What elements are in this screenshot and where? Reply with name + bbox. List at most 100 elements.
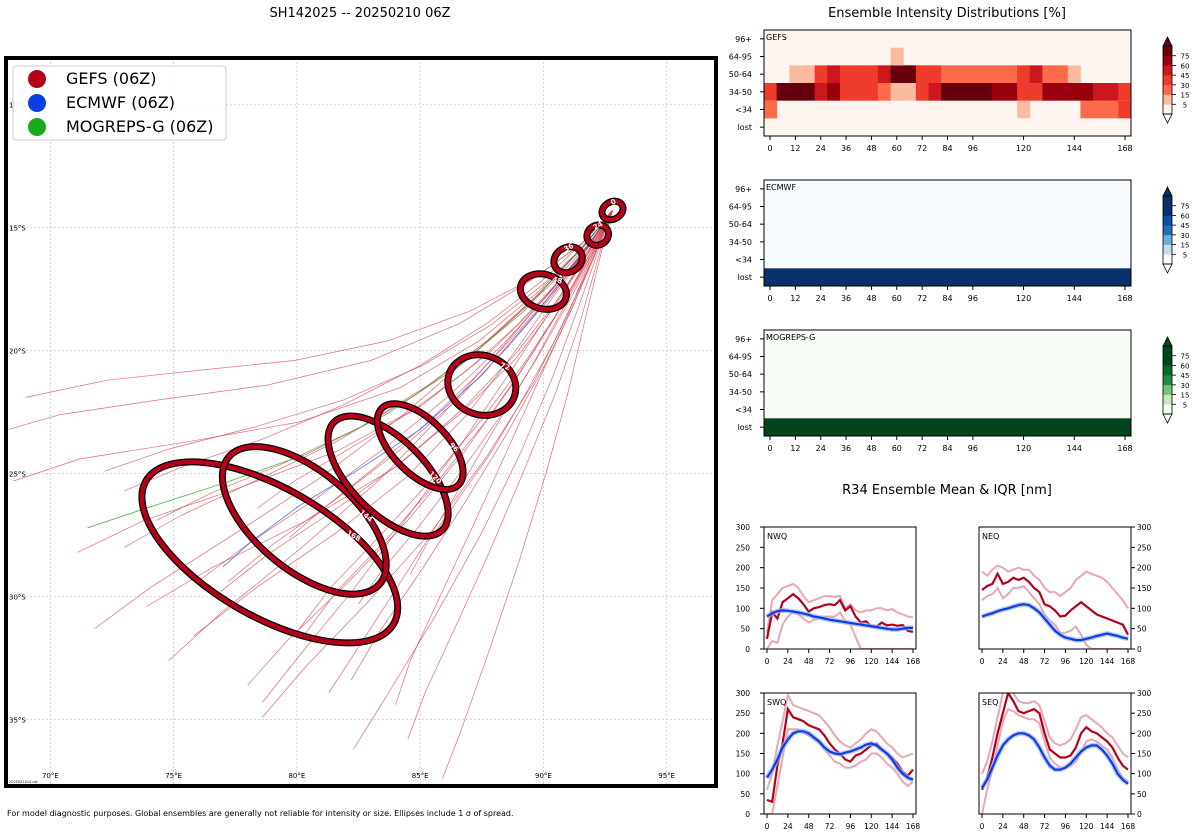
r34-ytick-label: 250	[736, 543, 751, 552]
heatmap-ecmwf: ECMWF lost <34 34-50 50-64 64-95 96+ 0 12 24 36 48 6…	[729, 179, 1190, 303]
heatmap-cell	[1080, 83, 1094, 101]
r34-gefs-mean-line	[981, 571, 1129, 636]
lon-tick-label: 80°E	[288, 772, 305, 780]
r34-xtick-label: 24	[998, 657, 1008, 666]
heatmap-cell	[1042, 83, 1056, 101]
legend-box	[12, 65, 227, 141]
r34-panel-neq: NEQ 0 50 100 150 200 250 300 0 24 48 72 96 120 144 168	[978, 523, 1152, 666]
lat-tick-label: 35°S	[9, 717, 26, 725]
r34-ytick-label: 200	[736, 729, 751, 738]
heatmap-cell	[814, 83, 828, 101]
colorbar-segment	[1163, 234, 1172, 245]
r34-xtick-label: 0	[980, 822, 985, 831]
heatmap-cell	[1105, 100, 1119, 119]
r34-xtick-label: 96	[1061, 657, 1071, 666]
r34-ytick-label: 250	[736, 709, 751, 718]
lon-tick-label: 70°E	[42, 772, 59, 780]
r34-xtick-label: 144	[885, 822, 900, 831]
r34-ytick-label: 100	[1137, 770, 1152, 779]
heatmap-cell	[1118, 83, 1132, 101]
heatmap-cell	[789, 65, 803, 83]
colorbar-tick-label: 30	[1181, 82, 1190, 90]
colorbar-tick-label: 60	[1181, 362, 1190, 370]
colorbar-tick-label: 30	[1181, 232, 1190, 240]
r34-xtick-label: 168	[1121, 822, 1136, 831]
heatmap-cell	[953, 83, 967, 101]
r34-quadrant-label: SWQ	[767, 698, 786, 707]
heatmap-xtick-label: 96	[968, 294, 978, 303]
r34-iqr-lower-line	[981, 584, 1128, 649]
heatmap-cell	[953, 65, 967, 83]
footnote: For model diagnostic purposes. Global en…	[7, 809, 514, 818]
r34-xtick-label: 24	[998, 822, 1008, 831]
spread-ellipse-24: 24	[583, 220, 612, 249]
legend-marker	[28, 94, 46, 112]
r34-xtick-label: 144	[1100, 657, 1115, 666]
gefs-member-track	[350, 210, 613, 681]
heatmap-cell	[865, 65, 879, 83]
heatmap-cell	[764, 268, 1131, 286]
heatmap-cell	[1029, 83, 1043, 101]
colorbar-tick-label: 30	[1181, 382, 1190, 390]
heatmap-row-label: 34-50	[729, 238, 752, 247]
ecmwf-track	[222, 217, 608, 568]
r34-gefs-mean-line	[765, 592, 914, 640]
heatmap-cell	[928, 65, 942, 83]
heatmap-cell	[839, 83, 854, 101]
heatmap-xtick-label: 120	[1016, 444, 1031, 453]
heatmap-xtick-label: 144	[1067, 294, 1082, 303]
heatmap-cell	[1118, 100, 1132, 119]
colorbar-tick-label: 45	[1181, 372, 1190, 380]
r34-xtick-label: 48	[804, 657, 814, 666]
heatmap-cell	[852, 65, 866, 83]
heatmap-cell	[1004, 65, 1018, 83]
r34-xtick-label: 72	[1040, 657, 1050, 666]
ellipse-ring	[445, 352, 519, 418]
gefs-member-track	[124, 210, 613, 492]
heatmap-cell	[1017, 100, 1031, 119]
colorbar-tick-label: 75	[1181, 53, 1190, 61]
colorbar-segment	[1163, 75, 1172, 86]
heatmap-cell	[764, 83, 778, 101]
heatmap-row-label: 50-64	[729, 70, 752, 79]
heatmap-row-label: 64-95	[729, 353, 752, 362]
colorbar-tick-label: 45	[1181, 222, 1190, 230]
r34-iqr-lower-line	[981, 707, 1129, 814]
heatmap-xtick-label: 48	[866, 294, 876, 303]
gefs-member-track	[395, 210, 613, 705]
gefs-member-track	[442, 210, 613, 779]
r34-ytick-label: 100	[1137, 604, 1152, 613]
colorbar-tick-label: 45	[1181, 72, 1190, 80]
heatmap-row-label: <34	[735, 406, 752, 415]
r34-plot-area	[979, 693, 1130, 814]
heatmap-xtick-label: 168	[1117, 294, 1132, 303]
lon-tick-label: 90°E	[535, 772, 552, 780]
heatmap-cell	[1004, 83, 1018, 101]
gefs-member-track	[247, 210, 613, 686]
r34-xtick-label: 120	[864, 657, 879, 666]
heatmap-cell	[890, 83, 904, 101]
r34-ytick-label: 0	[1137, 645, 1142, 654]
heatmap-cell	[1042, 65, 1056, 83]
heatmap-xtick-label: 96	[968, 444, 978, 453]
heatmap-cell	[814, 65, 828, 83]
r34-quadrant-label: NWQ	[767, 532, 787, 541]
r34-ytick-label: 150	[736, 584, 751, 593]
heatmap-cell	[1105, 83, 1119, 101]
gefs-member-track	[168, 210, 613, 661]
heatmap-cell	[801, 83, 816, 101]
r34-plot-area	[981, 564, 1129, 649]
r34-iqr-lower-line	[767, 728, 914, 814]
heatmap-xtick-label: 84	[942, 294, 952, 303]
heatmap-cell	[776, 83, 790, 101]
heatmap-xtick-label: 84	[942, 144, 952, 153]
colorbar-segment	[1163, 244, 1172, 255]
heatmap-xtick-label: 0	[767, 444, 772, 453]
colorbar-frame	[1162, 345, 1173, 415]
heatmap-xtick-label: 144	[1067, 144, 1082, 153]
heatmap-xtick-label: 144	[1067, 444, 1082, 453]
r34-ytick-label: 0	[745, 645, 750, 654]
heatmap-cell	[1080, 100, 1094, 119]
r34-ytick-label: 300	[1137, 523, 1152, 532]
r34-iqr-upper-line	[981, 564, 1129, 609]
